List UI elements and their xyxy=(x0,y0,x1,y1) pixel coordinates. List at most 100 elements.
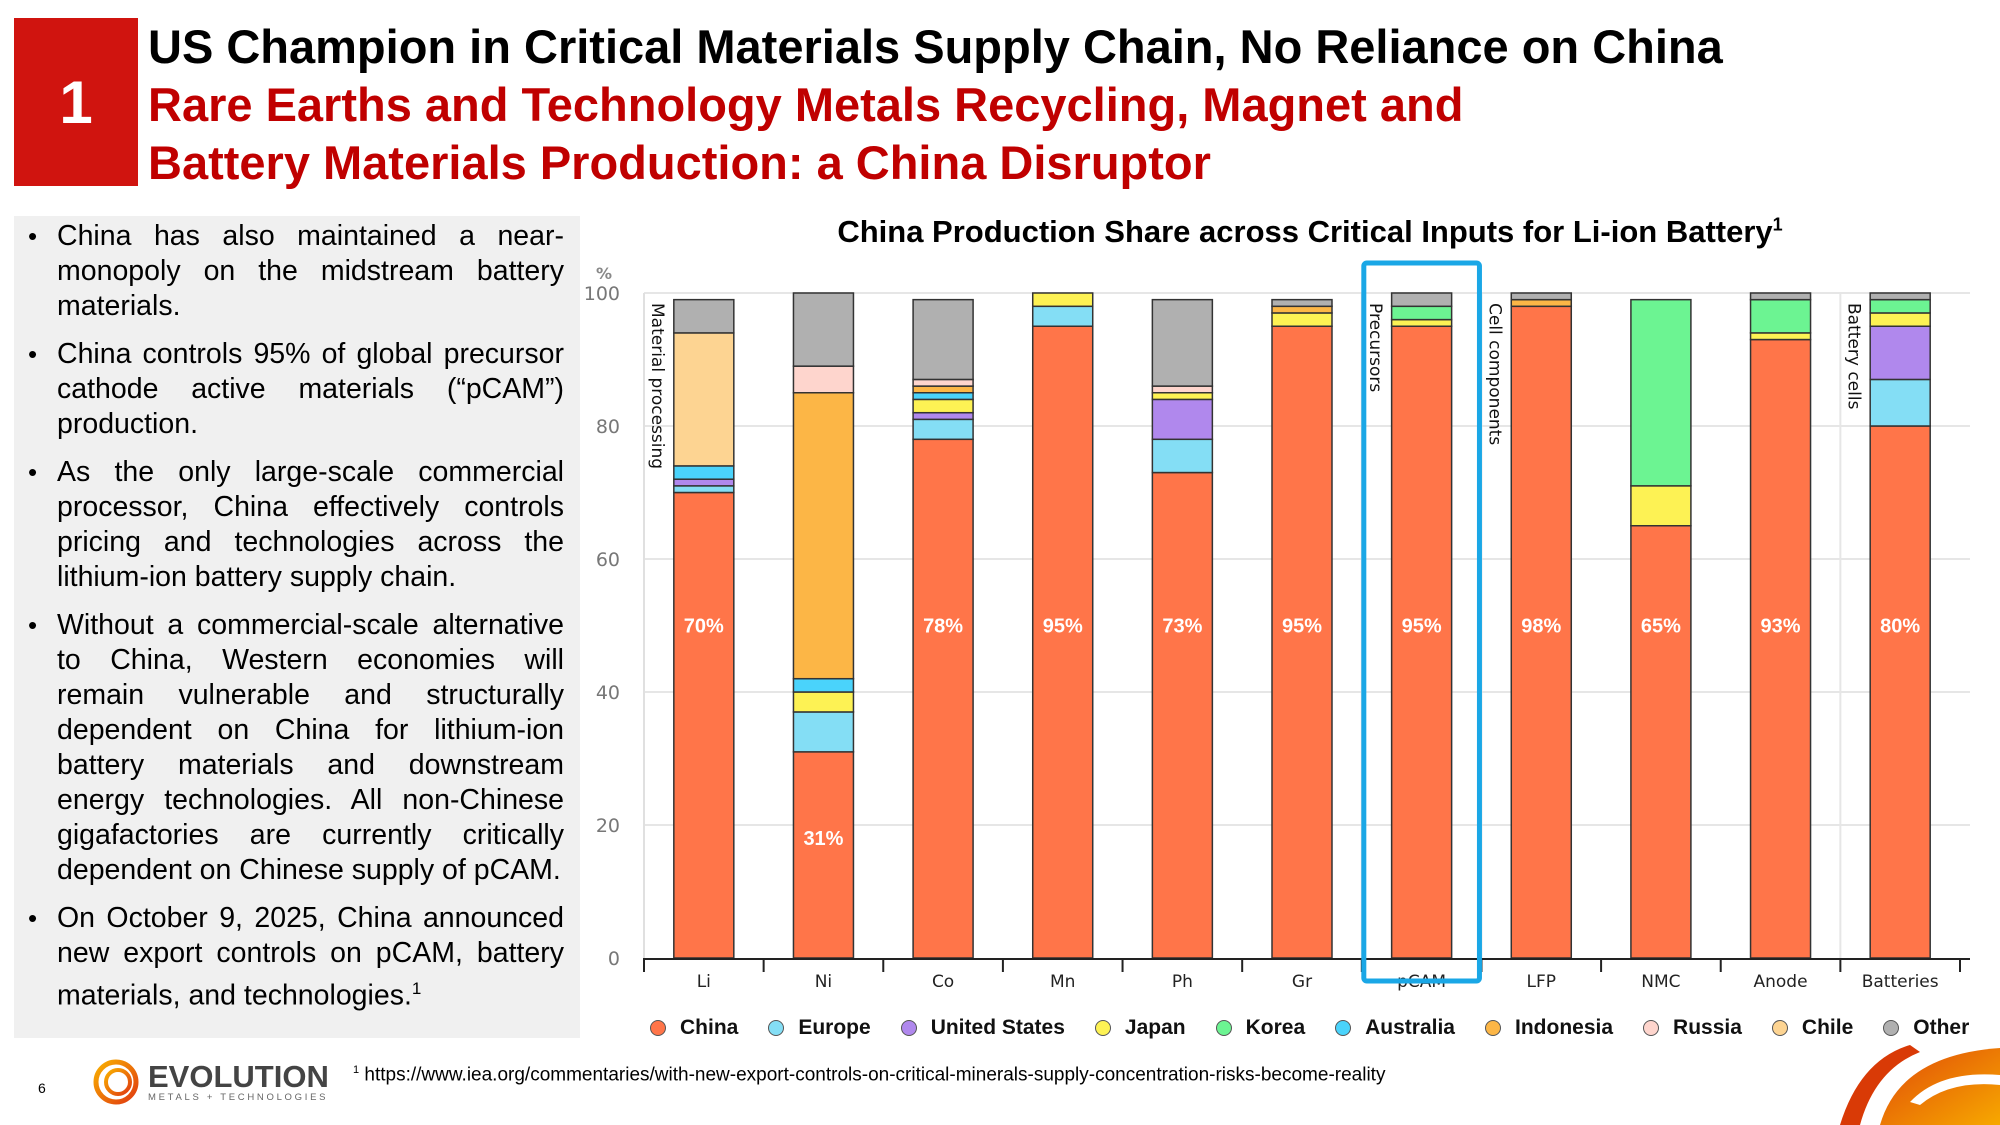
bar-segment-other xyxy=(792,292,855,367)
legend-item: Indonesia xyxy=(1485,1016,1613,1040)
x-tick-label: Gr xyxy=(1292,972,1312,992)
bar-segment-china xyxy=(1271,325,1333,959)
data-label: 98% xyxy=(1521,616,1561,638)
x-tick-label: LFP xyxy=(1527,972,1557,992)
bar-segment-japan xyxy=(1151,392,1214,401)
bar-segment-china xyxy=(1869,425,1931,959)
company-logo: EVOLUTION METALS + TECHNOLOGIES xyxy=(92,1058,329,1106)
legend-label: China xyxy=(680,1016,739,1039)
data-label: 78% xyxy=(923,616,963,638)
x-tick-label: Mn xyxy=(1050,972,1075,992)
x-tick-label: NMC xyxy=(1641,972,1680,992)
chart-title: China Production Share across Critical I… xyxy=(837,214,1783,249)
bar-segment-japan xyxy=(1869,312,1931,328)
legend-item: Australia xyxy=(1335,1016,1455,1040)
x-tick-label: Ph xyxy=(1172,972,1193,992)
bullet-item: As the only large-scale commercial proce… xyxy=(14,455,564,595)
evolution-logo-icon xyxy=(93,1059,139,1105)
bar-segment-japan xyxy=(1390,318,1453,327)
data-label: 80% xyxy=(1880,616,1920,638)
title-line-1: US Champion in Critical Materials Supply… xyxy=(148,20,1723,73)
bar-segment-korea xyxy=(1630,298,1692,487)
legend-swatch xyxy=(1485,1020,1501,1036)
bar-segment-japan xyxy=(1630,485,1692,527)
bar-segment-indonesia xyxy=(1271,305,1333,314)
legend-swatch xyxy=(650,1020,666,1036)
legend-label: Japan xyxy=(1124,1016,1186,1039)
bar-segment-australia xyxy=(673,465,735,480)
bar-segment-china xyxy=(1390,325,1453,959)
bar-segment-united-states xyxy=(673,478,735,487)
bar-segment-australia xyxy=(912,392,974,401)
bullet-item: Without a commercial-scale alternative t… xyxy=(14,608,564,888)
x-tick-label: Ni xyxy=(815,972,832,992)
legend-label: Europe xyxy=(798,1016,871,1039)
title-line-3: Battery Materials Production: a China Di… xyxy=(148,136,1211,189)
legend-swatch xyxy=(1335,1020,1352,1036)
chart-legend: China Europe United States Japan Korea Austra… xyxy=(650,1016,1999,1040)
bar-segment-chile xyxy=(673,332,735,467)
legend-label: United States xyxy=(930,1016,1065,1039)
highlight-box xyxy=(1361,260,1482,984)
title-line-2: Rare Earths and Technology Metals Recycl… xyxy=(148,78,1464,131)
logo-tagline: METALS + TECHNOLOGIES xyxy=(148,1091,329,1103)
legend-item: China xyxy=(650,1016,738,1040)
y-tick-label: 60 xyxy=(596,549,620,571)
bar-segment-japan xyxy=(1031,292,1094,308)
bar-segment-japan xyxy=(792,691,855,713)
bar-segment-china xyxy=(912,438,974,959)
bar-segment-other xyxy=(1749,292,1812,301)
legend-label: Russia xyxy=(1673,1016,1742,1039)
legend-label: Indonesia xyxy=(1515,1016,1614,1039)
legend-swatch xyxy=(1771,1020,1788,1036)
bar-segment-europe xyxy=(1151,438,1214,474)
legend-item: United States xyxy=(900,1016,1065,1040)
data-label: 70% xyxy=(684,616,724,638)
data-label: 93% xyxy=(1761,616,1801,638)
stacked-bar-chart: 0 20 40 60 80 100% Material processing Precurso… xyxy=(584,260,1970,992)
slide-title: US Champion in Critical Materials Supply… xyxy=(148,18,1723,192)
y-tick-label: 40 xyxy=(596,682,620,704)
bar-segment-japan xyxy=(912,398,974,414)
stage-label: Battery cells xyxy=(1843,303,1863,410)
logo-name: EVOLUTION xyxy=(148,1058,329,1094)
y-tick-label: 20 xyxy=(596,815,620,837)
x-tick-label: Anode xyxy=(1754,972,1808,992)
bar-segment-china xyxy=(1749,338,1812,959)
bar-segment-united-states xyxy=(1151,398,1214,441)
bar-segment-indonesia xyxy=(792,392,855,680)
legend-item: Chile xyxy=(1771,1016,1854,1040)
bar-segment-europe xyxy=(912,418,974,441)
y-axis-label: % xyxy=(596,264,612,283)
corner-logo-decoration xyxy=(1840,1045,2000,1125)
section-number-badge: 1 xyxy=(14,18,138,186)
bar-segment-china xyxy=(1031,325,1094,959)
legend-label: Chile xyxy=(1801,1016,1854,1039)
legend-swatch xyxy=(1643,1020,1660,1036)
page-number: 6 xyxy=(38,1080,46,1096)
bar-segment-china xyxy=(1151,471,1214,959)
footnote-marker: 1 xyxy=(411,979,422,998)
bar-segment-korea xyxy=(1749,298,1812,334)
bar-segment-korea xyxy=(1390,305,1453,321)
footnote: 1 https://www.iea.org/commentaries/with-… xyxy=(353,1064,1386,1086)
bar-segment-united-states xyxy=(912,411,974,421)
bar-segment-china xyxy=(1510,305,1573,959)
data-label: 73% xyxy=(1162,616,1202,638)
bar-segment-japan xyxy=(1271,312,1333,328)
legend-label: Korea xyxy=(1245,1016,1306,1039)
stage-label: Material processing xyxy=(647,303,667,469)
legend-swatch xyxy=(1883,1020,1900,1036)
legend-item: Other xyxy=(1883,1016,1969,1040)
stage-label: Precursors xyxy=(1365,303,1385,392)
bar-segment-other xyxy=(1271,298,1333,308)
legend-item: Europe xyxy=(768,1016,871,1040)
bar-segment-indonesia xyxy=(1510,298,1573,308)
bar-segment-russia xyxy=(1151,385,1214,394)
footnote-link[interactable]: https://www.iea.org/commentaries/with-ne… xyxy=(364,1064,1386,1086)
bullet-item: China controls 95% of global precursor c… xyxy=(14,337,564,442)
bar-segment-indonesia xyxy=(912,385,974,394)
bar-segment-china xyxy=(673,491,735,959)
legend-item: Japan xyxy=(1094,1016,1186,1040)
bullet-list: China has also maintained a near-monopol… xyxy=(14,219,580,1014)
